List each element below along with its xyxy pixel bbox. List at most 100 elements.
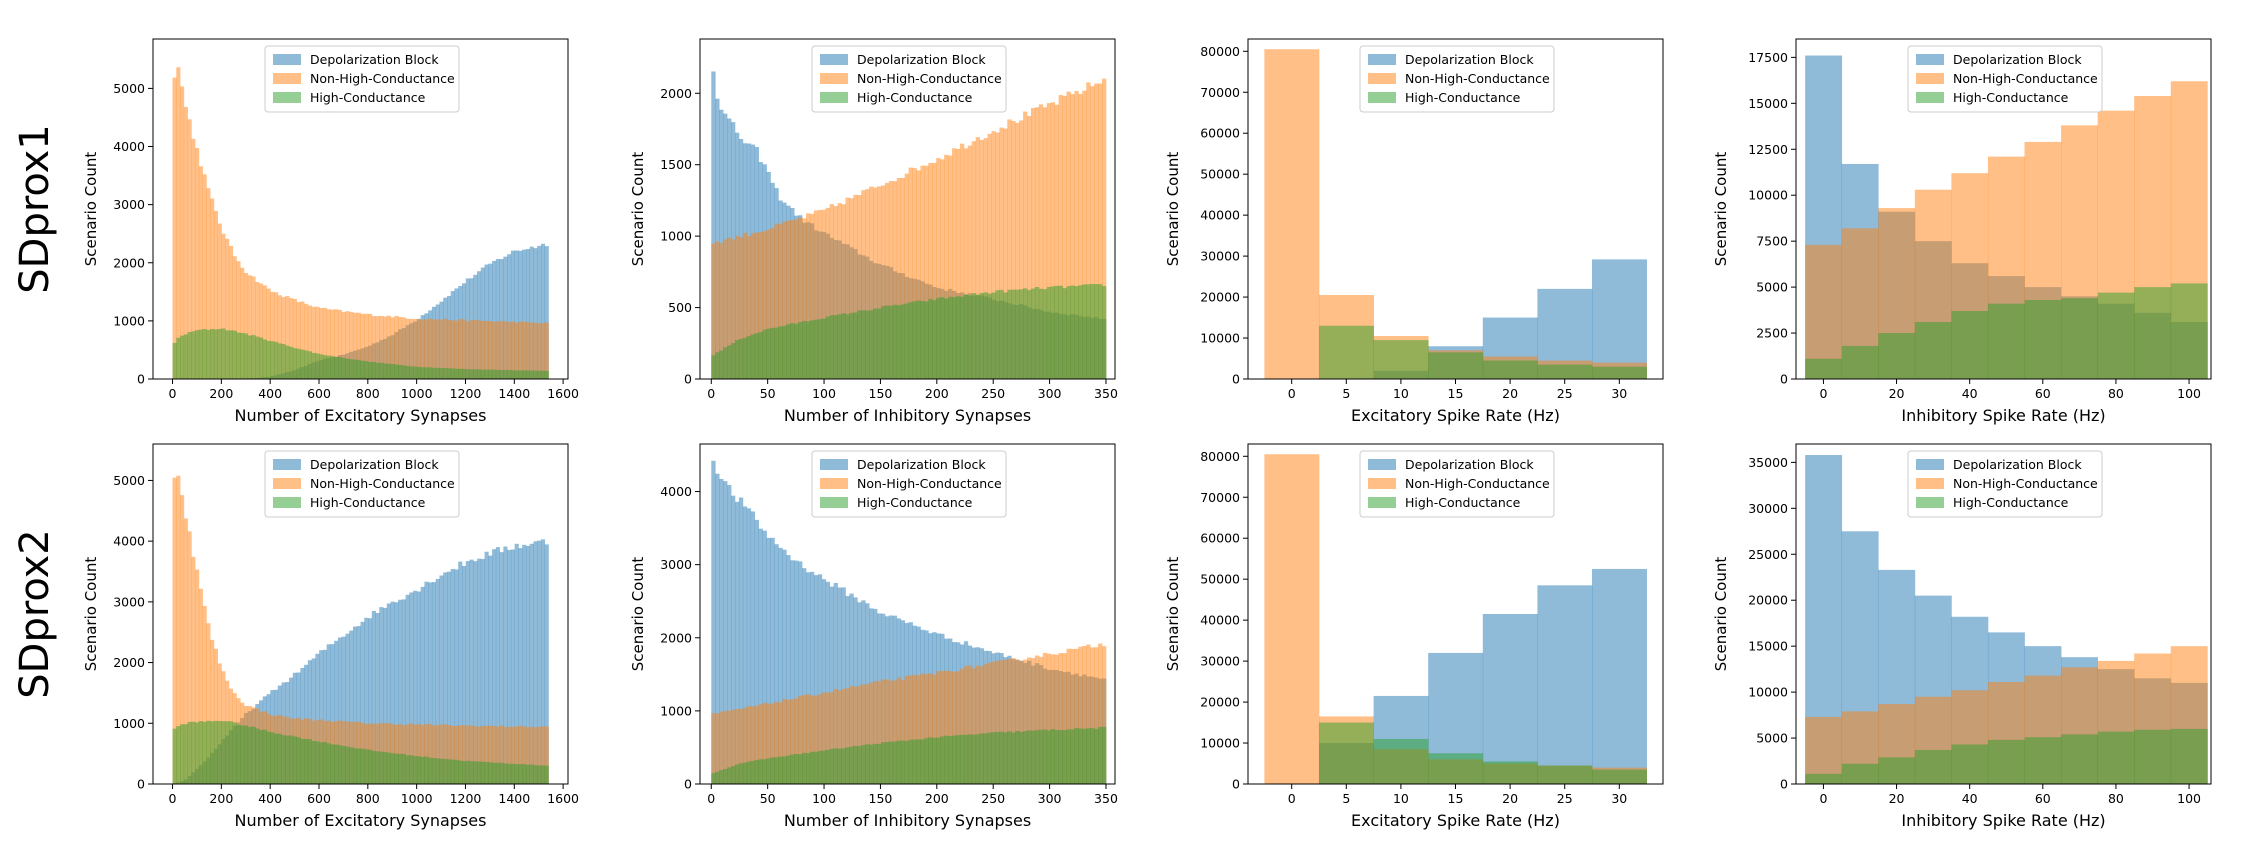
- bar-high-conductance: [959, 734, 965, 784]
- x-tick-label: 250: [981, 386, 1005, 401]
- x-axis-label: Excitatory Spike Rate (Hz): [1351, 811, 1560, 830]
- bar-high-conductance: [948, 736, 953, 784]
- bar-high-conductance: [794, 323, 799, 379]
- bar-high-conductance: [786, 755, 791, 784]
- y-tick-label: 15000: [1748, 639, 1788, 654]
- bar-non-high-conductance: [510, 726, 515, 784]
- bar-non-high-conductance: [465, 321, 470, 379]
- bar-non-high-conductance: [731, 709, 736, 784]
- x-tick-label: 15: [1448, 386, 1464, 401]
- x-tick-label: 30: [1611, 791, 1627, 806]
- x-tick-label: 350: [1094, 386, 1118, 401]
- bar-high-conductance: [428, 367, 433, 379]
- bar-non-high-conductance: [979, 139, 984, 379]
- bar-high-conductance: [473, 369, 478, 379]
- x-axis-label: Number of Inhibitory Synapses: [784, 406, 1031, 425]
- bar-high-conductance: [813, 319, 819, 379]
- x-tick-label: 20: [1502, 791, 1518, 806]
- bar-non-high-conductance: [995, 132, 1000, 379]
- bar-high-conductance: [503, 369, 508, 379]
- bar-high-conductance: [390, 363, 395, 379]
- bar-non-high-conductance: [379, 315, 384, 379]
- bar-depolarization-block: [738, 497, 744, 784]
- bar-depolarization-block: [719, 478, 724, 784]
- series-high-conductance: [172, 328, 549, 379]
- bar-non-high-conductance: [232, 256, 237, 379]
- bar-high-conductance: [465, 369, 470, 379]
- bar-high-conductance: [1914, 322, 1952, 379]
- bar-high-conductance: [529, 370, 534, 379]
- bar-non-high-conductance: [349, 311, 354, 379]
- bar-high-conductance: [845, 747, 850, 784]
- y-tick-label: 2000: [660, 86, 692, 101]
- bar-high-conductance: [1098, 727, 1103, 784]
- bar-non-high-conductance: [1062, 95, 1067, 380]
- bar-non-high-conductance: [940, 670, 945, 784]
- bar-high-conductance: [469, 761, 474, 784]
- bar-high-conductance: [928, 298, 933, 379]
- bar-high-conductance: [225, 330, 230, 379]
- x-tick-label: 100: [2177, 791, 2201, 806]
- bar-non-high-conductance: [281, 297, 286, 379]
- bar-depolarization-block: [484, 551, 489, 784]
- bar-non-high-conductance: [183, 106, 188, 379]
- bar-high-conductance: [865, 744, 870, 784]
- bar-depolarization-block: [510, 549, 515, 784]
- bar-high-conductance: [1003, 292, 1008, 379]
- bar-high-conductance: [1482, 360, 1538, 379]
- bar-depolarization-block: [711, 71, 716, 380]
- bar-non-high-conductance: [439, 724, 444, 784]
- bar-high-conductance: [790, 323, 795, 379]
- bar-non-high-conductance: [1050, 102, 1056, 379]
- bar-depolarization-block: [337, 637, 343, 784]
- bar-non-high-conductance: [540, 726, 546, 784]
- bar-non-high-conductance: [198, 588, 203, 784]
- bar-non-high-conductance: [364, 313, 369, 379]
- bar-depolarization-block: [443, 572, 448, 784]
- bar-depolarization-block: [798, 561, 803, 784]
- axes-frame: [699, 443, 1116, 785]
- y-tick-label: 70000: [1200, 490, 1240, 505]
- bar-high-conductance: [959, 296, 965, 379]
- bar-non-high-conductance: [540, 322, 546, 379]
- bar-depolarization-block: [503, 256, 508, 379]
- bar-non-high-conductance: [270, 291, 275, 379]
- bar-high-conductance: [266, 731, 271, 784]
- bar-high-conductance: [979, 733, 984, 784]
- bar-non-high-conductance: [845, 688, 850, 784]
- legend-label-high-conductance: High-Conductance: [310, 495, 426, 510]
- bar-non-high-conductance: [774, 701, 779, 784]
- bar-depolarization-block: [525, 249, 531, 379]
- bar-high-conductance: [544, 765, 549, 784]
- bar-high-conductance: [454, 759, 459, 784]
- bar-non-high-conductance: [825, 207, 831, 379]
- bar-high-conductance: [955, 735, 961, 784]
- bar-non-high-conductance: [746, 706, 752, 784]
- bar-non-high-conductance: [499, 321, 504, 379]
- bar-non-high-conductance: [948, 670, 953, 784]
- bar-non-high-conductance: [446, 725, 452, 784]
- bar-high-conductance: [825, 749, 831, 784]
- bar-high-conductance: [798, 322, 803, 379]
- bar-depolarization-block: [809, 571, 815, 784]
- bar-high-conductance: [345, 746, 350, 784]
- bar-high-conductance: [533, 370, 538, 379]
- bar-high-conductance: [1537, 364, 1593, 379]
- bar-non-high-conductance: [1082, 90, 1087, 380]
- x-tick-label: 0: [707, 791, 715, 806]
- y-tick-label: 35000: [1748, 455, 1788, 470]
- bar-high-conductance: [289, 735, 294, 784]
- bar-non-high-conductance: [758, 704, 763, 784]
- bar-non-high-conductance: [210, 198, 215, 379]
- bar-high-conductance: [1098, 284, 1103, 379]
- bar-high-conductance: [544, 370, 549, 379]
- bar-high-conductance: [1094, 728, 1099, 784]
- bar-high-conductance: [731, 766, 736, 784]
- bar-non-high-conductance: [195, 569, 200, 784]
- bar-high-conductance: [431, 758, 437, 784]
- bar-non-high-conductance: [762, 702, 767, 784]
- bar-non-high-conductance: [1070, 648, 1075, 784]
- bar-high-conductance: [711, 355, 716, 379]
- x-axis-label: Excitatory Spike Rate (Hz): [1351, 406, 1560, 425]
- bar-depolarization-block: [488, 555, 493, 784]
